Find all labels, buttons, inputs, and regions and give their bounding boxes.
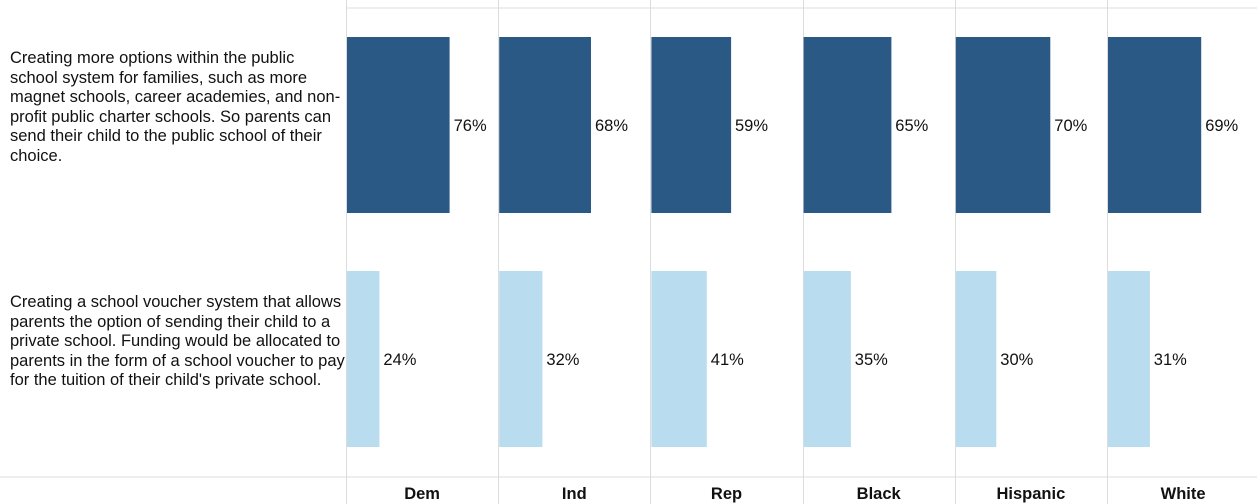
column-label-hispanic: Hispanic: [997, 485, 1066, 503]
bar-white-row-2: [1108, 271, 1150, 447]
bar-value-label-rep-row-2: 41%: [711, 351, 744, 369]
bar-black-row-1: [803, 37, 892, 213]
bar-value-label-black-row-2: 35%: [855, 351, 888, 369]
bar-black-row-2: [803, 271, 851, 447]
bar-ind-row-2: [499, 271, 543, 447]
row-label-voucher: Creating a school voucher system that al…: [10, 293, 345, 389]
bar-value-label-hispanic-row-2: 30%: [1000, 351, 1033, 369]
bar-value-label-black-row-1: 65%: [895, 117, 928, 135]
bar-hispanic-row-1: [955, 37, 1051, 213]
column-label-dem: Dem: [404, 485, 440, 503]
bar-dem-row-1: [347, 37, 450, 213]
column-label-white: White: [1161, 485, 1206, 503]
bar-value-label-dem-row-1: 76%: [454, 117, 487, 135]
bar-value-label-hispanic-row-1: 70%: [1054, 117, 1087, 135]
bar-dem-row-2: [347, 271, 380, 447]
column-label-ind: Ind: [562, 485, 587, 503]
column-label-rep: Rep: [711, 485, 742, 503]
bar-value-label-white-row-2: 31%: [1154, 351, 1187, 369]
bar-ind-row-1: [499, 37, 591, 213]
bar-value-label-white-row-1: 69%: [1205, 117, 1238, 135]
column-label-black: Black: [857, 485, 902, 503]
bar-white-row-1: [1108, 37, 1202, 213]
bar-value-label-ind-row-2: 32%: [546, 351, 579, 369]
bar-value-label-dem-row-2: 24%: [383, 351, 416, 369]
bar-value-label-ind-row-1: 68%: [595, 117, 628, 135]
bar-rep-row-1: [651, 37, 732, 213]
row-label-public-options: Creating more options within the public …: [10, 49, 341, 165]
bar-hispanic-row-2: [955, 271, 997, 447]
bar-value-label-rep-row-1: 59%: [735, 117, 768, 135]
bar-rep-row-2: [651, 271, 707, 447]
